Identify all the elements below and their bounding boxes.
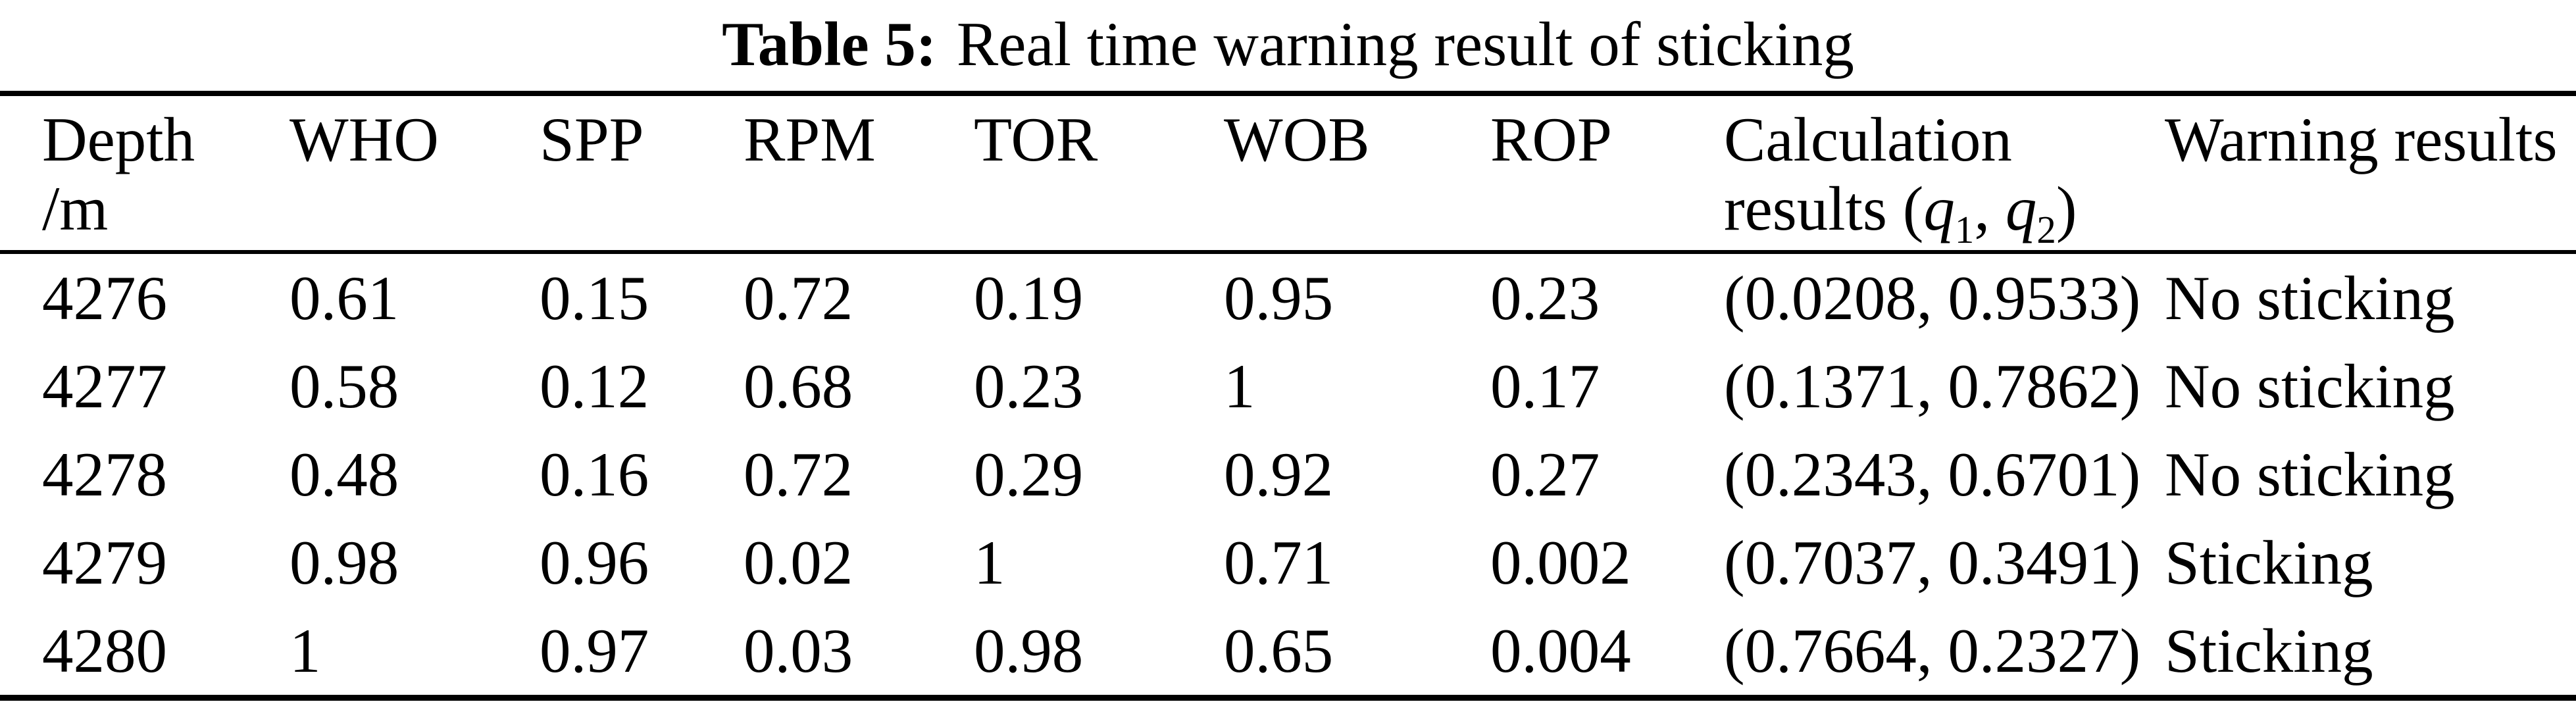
table-cell-wob: 0.95 (1224, 263, 1334, 333)
column-header-calculation-line2: results (q1, q2) (1724, 174, 2165, 249)
table-cell-warning-result: No sticking (2165, 263, 2455, 333)
table-cell-calculation-results: (0.0208, 0.9533) (1724, 263, 2141, 333)
calc-results-comma: , (1974, 174, 2006, 243)
table-cell-who: 0.48 (290, 440, 399, 509)
table-cell-spp: 0.12 (540, 351, 649, 421)
table-cell-rop: 0.002 (1490, 528, 1631, 597)
q2-subscript: 2 (2036, 209, 2056, 251)
column-header-rpm: RPM (744, 93, 974, 254)
table-row: 4279 0.98 0.96 0.02 1 0.71 0.002 (0.7037… (0, 518, 2576, 607)
table-cell-wob: 0.71 (1224, 528, 1334, 597)
column-header-calculation-results: Calculation results (q1, q2) (1724, 93, 2165, 254)
table-cell-calculation-results: (0.1371, 0.7862) (1724, 351, 2141, 421)
column-header-depth: Depth /m (0, 93, 290, 254)
table-cell-warning-result: No sticking (2165, 440, 2455, 509)
table-cell-tor: 0.23 (974, 351, 1084, 421)
table-cell-rop: 0.004 (1490, 616, 1631, 686)
table-cell-who: 1 (290, 616, 321, 686)
table-cell-rpm: 0.72 (744, 440, 853, 509)
column-header-rop: ROP (1490, 93, 1724, 254)
table-cell-calculation-results: (0.7664, 0.2327) (1724, 616, 2141, 686)
table-cell-depth: 4279 (42, 528, 167, 597)
table-cell-wob: 1 (1224, 351, 1255, 421)
table-row: 4277 0.58 0.12 0.68 0.23 1 0.17 (0.1371,… (0, 342, 2576, 430)
table-cell-tor: 0.98 (974, 616, 1084, 686)
column-header-calculation-line1: Calculation (1724, 105, 2012, 174)
table-cell-depth: 4280 (42, 616, 167, 686)
column-header-depth-unit: /m (42, 174, 109, 243)
q1-subscript: 1 (1954, 209, 1975, 251)
table-row: 4280 1 0.97 0.03 0.98 0.65 0.004 (0.7664… (0, 607, 2576, 698)
table-caption: Table 5: Real time warning result of stic… (0, 0, 2576, 91)
column-header-warning-results: Warning results (2165, 93, 2576, 254)
table-caption-text: Real time warning result of sticking (956, 9, 1854, 79)
data-table: Depth /m WHO SPP RPM TOR WOB ROP Calcula… (0, 91, 2576, 701)
header-row: Depth /m WHO SPP RPM TOR WOB ROP Calcula… (0, 93, 2576, 254)
table-cell-calculation-results: (0.7037, 0.3491) (1724, 528, 2141, 597)
table-header: Depth /m WHO SPP RPM TOR WOB ROP Calcula… (0, 93, 2576, 254)
table-row: 4276 0.61 0.15 0.72 0.19 0.95 0.23 (0.02… (0, 252, 2576, 342)
table-cell-spp: 0.15 (540, 263, 649, 333)
column-header-depth-line1: Depth (42, 105, 195, 174)
q1-variable: q (1923, 174, 1955, 243)
column-header-spp: SPP (540, 93, 744, 254)
table-cell-wob: 0.65 (1224, 616, 1334, 686)
calc-results-suffix: ) (2056, 174, 2077, 243)
table-cell-tor: 0.19 (974, 263, 1084, 333)
table-cell-tor: 0.29 (974, 440, 1084, 509)
table-cell-spp: 0.96 (540, 528, 649, 597)
table-cell-rop: 0.17 (1490, 351, 1600, 421)
column-header-who: WHO (290, 93, 540, 254)
table-cell-wob: 0.92 (1224, 440, 1334, 509)
table-cell-depth: 4278 (42, 440, 167, 509)
table-number-label: Table 5: (722, 9, 937, 79)
table-row: 4278 0.48 0.16 0.72 0.29 0.92 0.27 (0.23… (0, 430, 2576, 518)
table-cell-warning-result: Sticking (2165, 528, 2373, 597)
table-cell-rpm: 0.03 (744, 616, 853, 686)
table-cell-rop: 0.23 (1490, 263, 1600, 333)
column-header-wob: WOB (1224, 93, 1490, 254)
table-cell-rpm: 0.72 (744, 263, 853, 333)
table-cell-spp: 0.16 (540, 440, 649, 509)
table-cell-rpm: 0.02 (744, 528, 853, 597)
calc-results-prefix: results ( (1724, 174, 1924, 243)
table-cell-who: 0.98 (290, 528, 399, 597)
table-cell-rpm: 0.68 (744, 351, 853, 421)
table-cell-depth: 4277 (42, 351, 167, 421)
table-cell-tor: 1 (974, 528, 1005, 597)
table-cell-who: 0.58 (290, 351, 399, 421)
table-cell-who: 0.61 (290, 263, 399, 333)
table-cell-rop: 0.27 (1490, 440, 1600, 509)
table-body: 4276 0.61 0.15 0.72 0.19 0.95 0.23 (0.02… (0, 252, 2576, 698)
table-cell-depth: 4276 (42, 263, 167, 333)
q2-variable: q (2005, 174, 2037, 243)
table-cell-warning-result: Sticking (2165, 616, 2373, 686)
table-cell-spp: 0.97 (540, 616, 649, 686)
table-cell-calculation-results: (0.2343, 0.6701) (1724, 440, 2141, 509)
column-header-tor: TOR (974, 93, 1224, 254)
table-cell-warning-result: No sticking (2165, 351, 2455, 421)
